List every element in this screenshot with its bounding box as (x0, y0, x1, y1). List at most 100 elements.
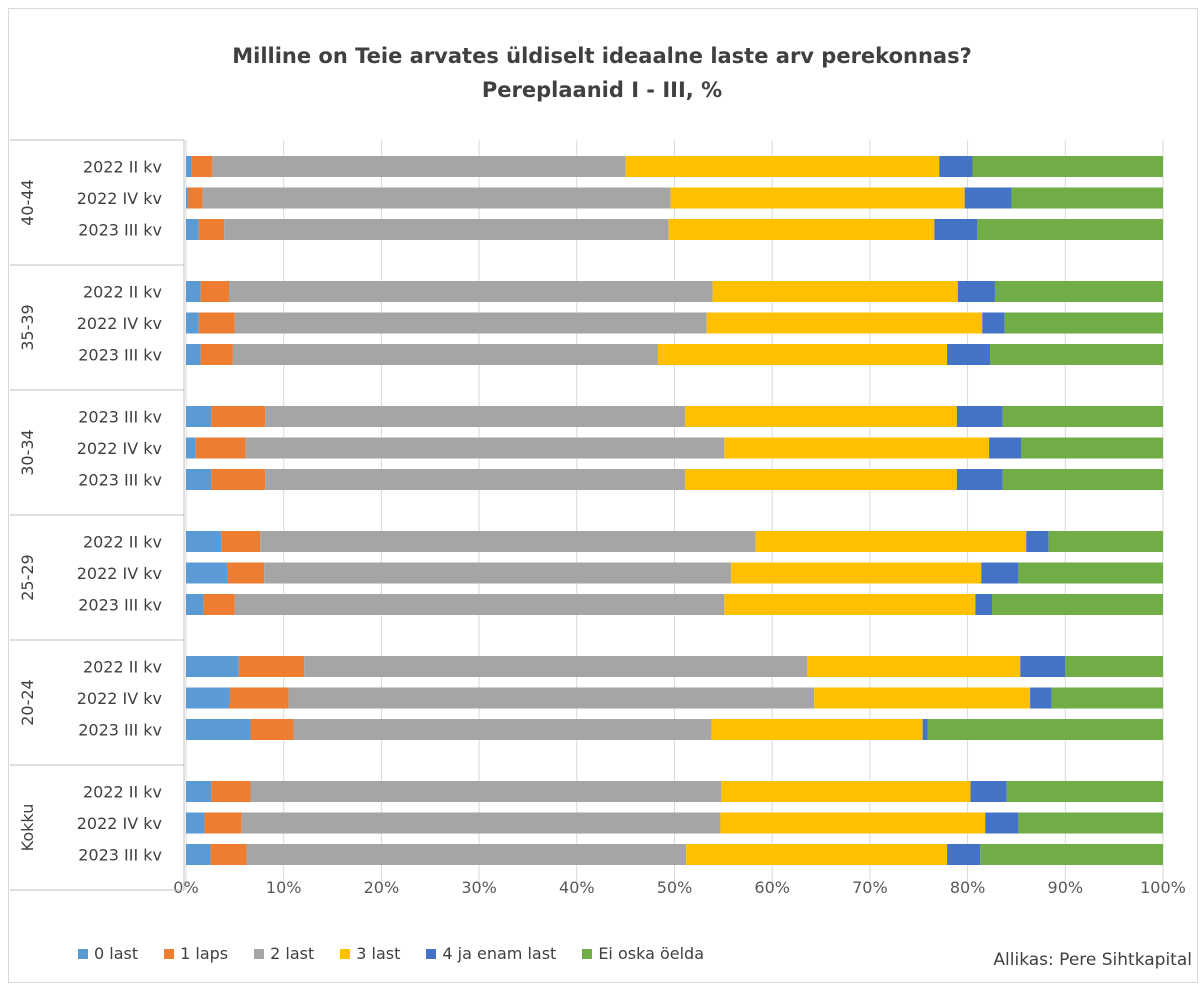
bar-segment (186, 312, 199, 334)
bar-segment (964, 187, 1012, 209)
bar-segment (293, 719, 712, 740)
bar-segment (186, 156, 192, 177)
group-label: 30-34 (18, 429, 37, 476)
bar-segment (972, 156, 1163, 177)
row-label: 2022 IV kv (77, 439, 162, 458)
bar-segment (211, 781, 251, 802)
bar-segment (1030, 687, 1052, 709)
bar-segment (198, 219, 225, 240)
bar-segment (265, 406, 686, 427)
x-tick-label: 50% (657, 878, 693, 897)
bar-segment (970, 781, 1007, 802)
bar-segment (980, 844, 1163, 865)
row-label: 2023 III kv (78, 408, 162, 427)
bar-segment (246, 844, 687, 865)
bar-segment (1018, 812, 1163, 834)
chart-subtitle: Pereplaanid I - III, % (481, 78, 723, 102)
bar-segment (304, 656, 808, 677)
bar-segment (686, 844, 948, 865)
group-label: 40-44 (18, 179, 37, 226)
row-label: 2022 IV kv (77, 814, 162, 833)
bar-segment (187, 187, 203, 209)
bar-segment (975, 594, 993, 615)
bar-segment (957, 281, 995, 302)
bar-segment (227, 562, 265, 584)
bar-segment (939, 156, 973, 177)
bar-segment (288, 687, 815, 709)
bar-segment (265, 469, 686, 490)
row-label: 2023 III kv (78, 721, 162, 740)
bar-segment (211, 406, 266, 427)
bar-segment (250, 719, 294, 740)
row-label: 2023 III kv (78, 471, 162, 490)
bar-segment (1048, 531, 1163, 552)
bar-segment (186, 437, 196, 459)
x-tick-label: 10% (266, 878, 302, 897)
bar-segment (1018, 562, 1163, 584)
bar-segment (731, 562, 982, 584)
x-tick-label: 80% (950, 878, 986, 897)
bar-segment (186, 562, 228, 584)
bar-segment (186, 656, 239, 677)
bar-segment (927, 719, 1163, 740)
bar-segment (186, 469, 212, 490)
bar-segment (1026, 531, 1049, 552)
bar-segment (956, 469, 1003, 490)
bar-segment (625, 156, 940, 177)
legend-item: 0 last (78, 944, 138, 963)
bar-segment (977, 219, 1163, 240)
bar-segment (721, 781, 971, 802)
row-label: 2023 III kv (78, 221, 162, 240)
bar-segment (234, 312, 707, 334)
bar-segment (1051, 687, 1163, 709)
bar-segment (191, 156, 213, 177)
legend-swatch (164, 948, 175, 959)
chart-title: Milline on Teie arvates üldiselt ideaaln… (232, 44, 972, 68)
bar-segment (712, 281, 958, 302)
legend-swatch (78, 948, 88, 959)
legend-swatch (254, 948, 265, 959)
legend-item: 1 laps (164, 944, 228, 963)
bar-segment (657, 344, 948, 365)
legend-swatch (582, 948, 593, 959)
bar-segment (989, 437, 1022, 459)
legend-label: Ei oska öelda (598, 944, 704, 963)
row-label: 2022 IV kv (77, 189, 162, 208)
row-label: 2023 III kv (78, 596, 162, 615)
bar-segment (245, 437, 725, 459)
bar-segment (186, 406, 212, 427)
bar-segment (1011, 187, 1163, 209)
legend-item: 3 last (340, 944, 400, 963)
chart-source: Allikas: Pere Sihtkapital (993, 950, 1192, 970)
bar-segment (186, 687, 229, 709)
bar-segment (186, 187, 188, 209)
bar-segment (186, 812, 205, 834)
bar-segment (200, 281, 229, 302)
bar-segment (212, 156, 626, 177)
bar-segment (685, 469, 957, 490)
bar-segment (224, 219, 669, 240)
bar-segment (994, 281, 1163, 302)
bar-segment (195, 437, 246, 459)
bar-segment (186, 844, 211, 865)
bar-segment (200, 344, 233, 365)
bar-segment (234, 594, 725, 615)
legend-label: 3 last (356, 944, 401, 963)
bar-segment (202, 187, 671, 209)
group-label: 25-29 (18, 554, 37, 601)
row-label: 2023 III kv (78, 846, 162, 865)
bar-segment (186, 344, 201, 365)
x-tick-label: 30% (461, 878, 497, 897)
x-tick-label: 60% (754, 878, 790, 897)
row-label: 2022 IV kv (77, 314, 162, 333)
bar-segment (807, 656, 1021, 677)
x-tick-label: 90% (1048, 878, 1084, 897)
bar-segment (685, 406, 957, 427)
legend-label: 2 last (270, 944, 315, 963)
bar-segment (186, 219, 199, 240)
bar-segment (956, 406, 1003, 427)
bar-segment (250, 781, 722, 802)
legend-swatch (340, 948, 351, 959)
bar-segment (228, 687, 289, 709)
